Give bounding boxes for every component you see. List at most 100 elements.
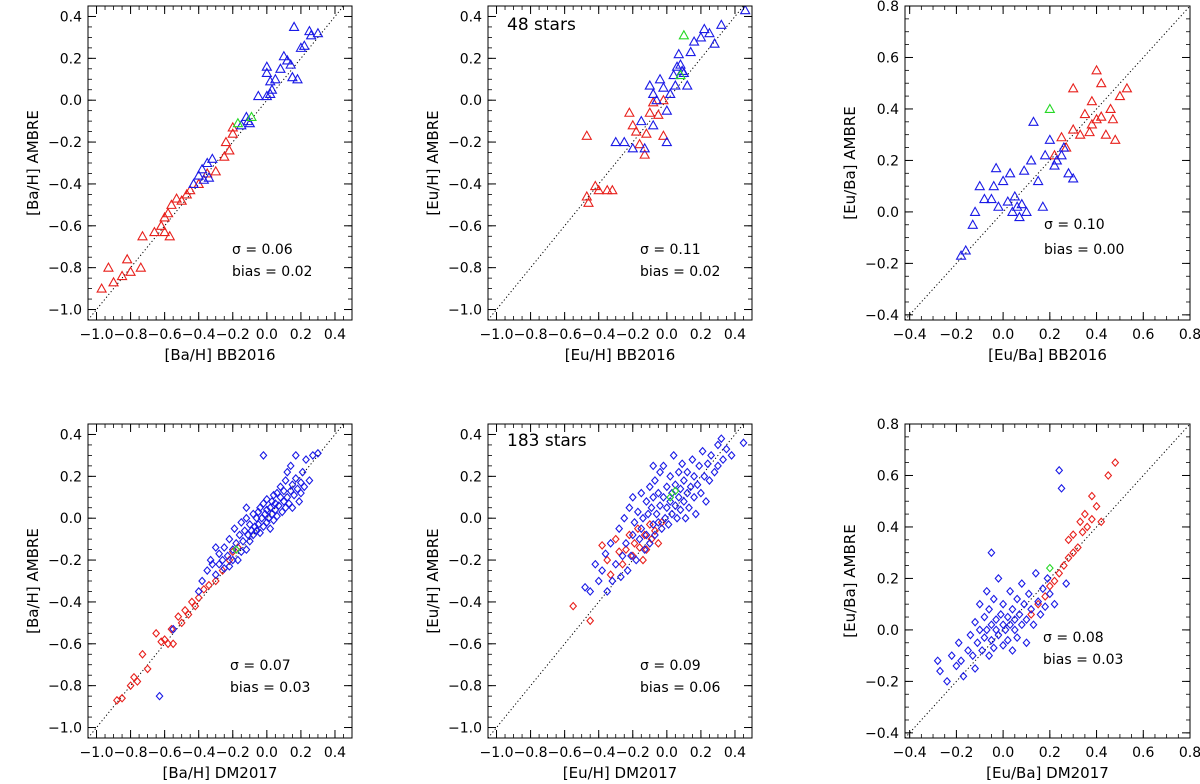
data-point-blue: [999, 620, 1008, 630]
data-point-red: [1095, 77, 1107, 88]
data-point-blue: [242, 545, 251, 555]
data-point-blue: [622, 538, 630, 548]
y-axis-label: [Eu/Ba] AMBRE: [841, 106, 859, 219]
data-point-blue: [254, 520, 263, 529]
data-point-blue: [196, 163, 208, 174]
data-point-red: [148, 226, 160, 237]
data-point-blue: [644, 509, 653, 519]
data-point-red: [581, 130, 593, 140]
data-point-red: [1064, 535, 1073, 545]
data-point-red: [1092, 501, 1101, 511]
data-point-blue: [1034, 597, 1043, 607]
data-point-blue: [1013, 594, 1022, 604]
data-point-blue: [1029, 620, 1038, 630]
data-point-blue: [681, 79, 693, 90]
x-tick-label: 0.8: [1179, 745, 1200, 761]
x-tick-label: −0.4: [182, 745, 216, 761]
data-point-red: [204, 580, 213, 590]
data-point-blue: [291, 450, 300, 460]
data-point-blue: [659, 461, 668, 471]
y-tick-label: −0.2: [448, 553, 482, 569]
y-tick-label: 0.8: [877, 417, 899, 433]
data-point-blue: [1050, 599, 1059, 609]
data-point-blue: [591, 559, 600, 569]
data-point-red: [1067, 82, 1079, 93]
data-point-blue: [1003, 635, 1012, 645]
y-tick-label: −0.4: [448, 177, 482, 193]
x-tick-label: −0.4: [893, 745, 927, 761]
data-point-blue: [982, 586, 991, 596]
y-tick-label: 0.2: [460, 51, 482, 67]
y-tick-label: −0.6: [448, 637, 482, 653]
data-point-blue: [974, 180, 986, 191]
data-point-red: [135, 262, 147, 272]
data-point-blue: [625, 503, 634, 513]
x-tick-label: 0.2: [1039, 745, 1061, 761]
data-point-red: [1097, 517, 1106, 527]
data-point-blue: [662, 482, 671, 492]
data-point-green: [1045, 563, 1054, 573]
x-tick-label: −0.6: [548, 745, 582, 761]
data-point-red: [1095, 111, 1107, 121]
data-point-blue: [679, 476, 688, 485]
data-point-blue: [957, 656, 966, 666]
data-point-blue: [1018, 165, 1030, 175]
y-tick-label: 0.2: [60, 469, 82, 485]
data-point-red: [1064, 553, 1073, 563]
data-point-blue: [266, 524, 275, 534]
data-point-blue: [273, 511, 281, 521]
data-point-red: [1059, 561, 1068, 570]
data-point-blue: [695, 461, 704, 471]
data-point-blue: [668, 488, 676, 498]
data-point-blue: [275, 63, 286, 73]
data-point-red: [642, 545, 651, 555]
data-point-blue: [666, 497, 675, 506]
data-point-blue: [206, 555, 215, 565]
data-point-blue: [618, 551, 627, 561]
y-tick-label: −0.8: [448, 261, 482, 277]
data-point-blue: [252, 513, 261, 523]
data-point-blue: [717, 434, 726, 444]
data-point-blue: [285, 58, 297, 69]
data-point-red: [1107, 113, 1119, 124]
data-point-blue: [685, 46, 697, 57]
data-point-blue: [674, 492, 683, 502]
data-point-red: [1086, 118, 1098, 129]
sigma-annotation: σ = 0.08: [1043, 630, 1104, 646]
data-point-blue: [252, 90, 264, 101]
data-point-blue: [671, 480, 680, 490]
data-point-blue: [1032, 175, 1044, 186]
y-tick-label: 0.4: [60, 427, 82, 443]
data-point-red: [157, 637, 166, 647]
data-point-blue: [715, 19, 727, 29]
data-point-blue: [250, 522, 259, 532]
data-point-red: [1080, 509, 1089, 519]
data-point-red: [1087, 491, 1096, 501]
data-point-blue: [992, 615, 1001, 625]
y-tick-label: −0.4: [865, 726, 899, 742]
data-point-blue: [691, 509, 700, 519]
x-tick-label: 0.4: [324, 745, 346, 761]
data-point-blue: [627, 142, 639, 153]
data-point-blue: [709, 38, 720, 48]
data-point-blue: [669, 79, 681, 90]
data-point-red: [625, 530, 634, 540]
data-point-blue: [292, 73, 303, 84]
data-point-blue: [650, 476, 659, 485]
data-point-blue: [211, 570, 220, 580]
y-tick-label: 0.0: [60, 93, 82, 109]
one-to-one-line: [905, 424, 1190, 738]
data-point-blue: [1014, 211, 1025, 222]
data-point-blue: [966, 630, 975, 640]
data-point-blue: [645, 482, 654, 492]
data-point-red: [227, 128, 239, 138]
data-point-blue: [985, 604, 994, 614]
sigma-annotation: σ = 0.09: [640, 658, 701, 674]
data-point-blue: [651, 94, 663, 105]
data-point-blue: [987, 635, 996, 645]
data-point-red: [133, 677, 142, 686]
data-point-blue: [1022, 638, 1031, 648]
data-point-red: [623, 107, 635, 117]
data-point-red: [583, 197, 594, 207]
data-point-red: [634, 138, 646, 149]
